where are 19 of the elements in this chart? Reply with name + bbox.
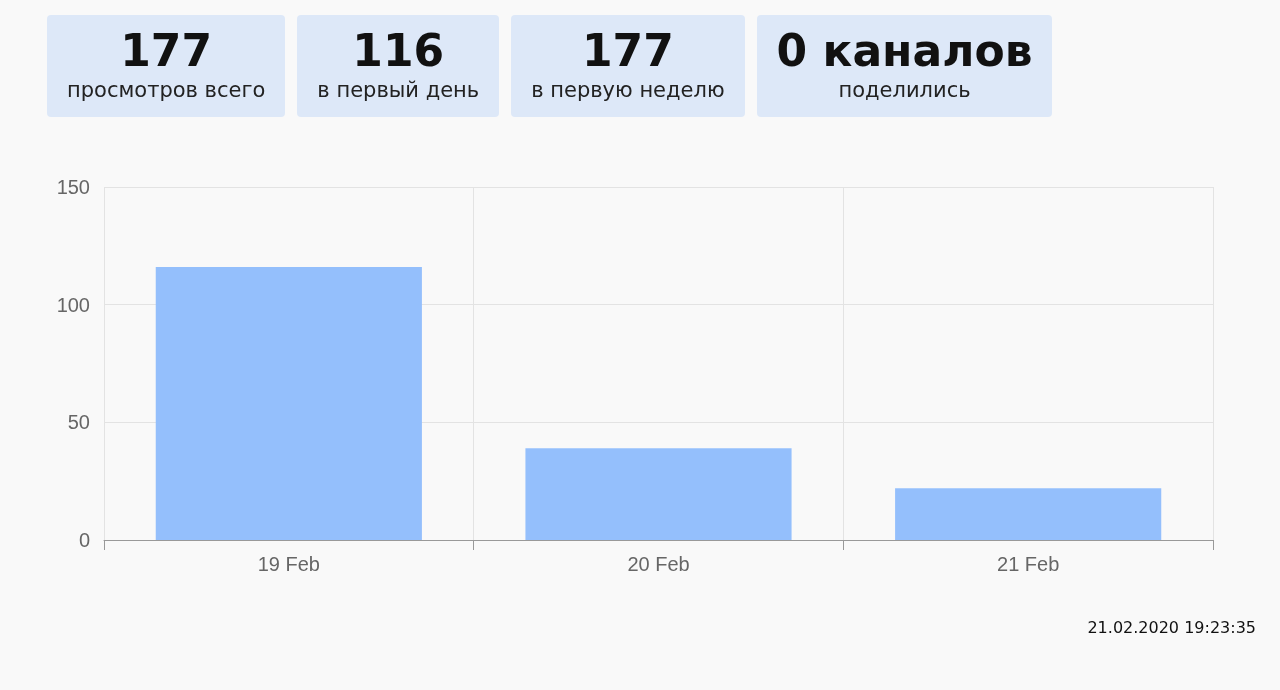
text: в первый день bbox=[317, 77, 480, 103]
x-tick-label: 19 Feb bbox=[257, 553, 320, 575]
text: просмотров всего bbox=[67, 77, 266, 103]
text: поделились bbox=[837, 77, 972, 103]
text: в первую неделю bbox=[531, 77, 725, 103]
y-tick-label: 50 bbox=[67, 411, 90, 434]
text: 177 bbox=[119, 25, 214, 77]
x-tick-label: 21 Feb bbox=[997, 553, 1060, 575]
x-tick-label: 20 Feb bbox=[627, 553, 690, 575]
bar bbox=[155, 267, 422, 540]
bar bbox=[895, 488, 1162, 540]
text: 0 каналов bbox=[776, 25, 1033, 77]
text: 177 bbox=[580, 25, 675, 77]
text: 116 bbox=[351, 25, 446, 77]
y-tick-label: 100 bbox=[56, 293, 90, 316]
y-tick-label: 150 bbox=[56, 176, 90, 198]
bar bbox=[525, 448, 792, 540]
y-tick-label: 0 bbox=[78, 529, 90, 551]
text: 21.02.2020 19:23:35 bbox=[1087, 618, 1256, 637]
